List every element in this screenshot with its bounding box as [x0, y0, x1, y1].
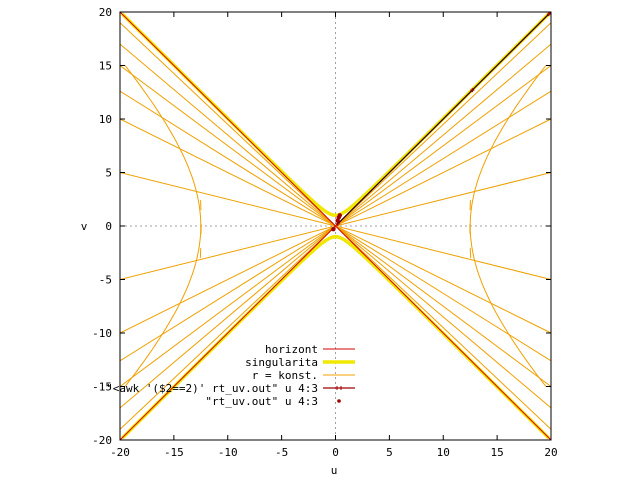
y-tick-label: -15	[92, 381, 112, 394]
y-tick-label: -20	[92, 434, 112, 447]
x-tick-label: -5	[275, 446, 288, 459]
rt-point	[337, 213, 343, 218]
legend-entry-rt-uv-label: "rt_uv.out" u 4:3	[205, 395, 318, 408]
x-axis-label: u	[331, 464, 338, 477]
y-tick-label: 20	[99, 6, 112, 19]
y-axis-label: v	[81, 220, 88, 233]
awk-point	[470, 88, 475, 93]
y-tick-label: 5	[105, 167, 112, 180]
awk-line	[337, 13, 550, 225]
r-konst-inner-curve	[199, 193, 202, 259]
x-tick-label: 0	[332, 446, 339, 459]
x-tick-label: 15	[491, 446, 504, 459]
x-tick-label: -10	[218, 446, 238, 459]
horizont-line	[119, 11, 552, 441]
y-tick-label: 0	[105, 220, 112, 233]
y-tick-label: 15	[99, 60, 112, 73]
y-tick-label: 10	[99, 113, 112, 126]
legend-entry-horizont-label: horizont	[265, 343, 318, 356]
x-tick-label: 10	[437, 446, 450, 459]
x-tick-label: -20	[110, 446, 130, 459]
x-tick-label: 5	[386, 446, 393, 459]
awk-point	[546, 12, 551, 17]
y-tick-label: -10	[92, 327, 112, 340]
legend-entry-awk-marker	[336, 386, 342, 390]
x-tick-label: -15	[164, 446, 184, 459]
plot-frame	[119, 11, 552, 441]
plot-series	[119, 11, 552, 441]
legend-entry-r-konst-label: r = konst.	[252, 369, 318, 382]
rt-point	[331, 227, 336, 232]
legend-entry-awk-label: "<awk '($2==2)' rt_uv.out" u 4:3	[106, 382, 318, 395]
y-tick-label: -5	[99, 274, 112, 287]
x-tick-label: 20	[544, 446, 557, 459]
legend-entry-singularita-label: singularita	[245, 356, 318, 369]
r-konst-inner-curve	[469, 193, 472, 259]
tick-labels: -20 -15 -10 -5 0 5 10 15 20 -20 -15 -10 -5 0 5 10 15 20	[92, 6, 558, 459]
legend-entry-rt-uv-marker	[337, 399, 341, 403]
